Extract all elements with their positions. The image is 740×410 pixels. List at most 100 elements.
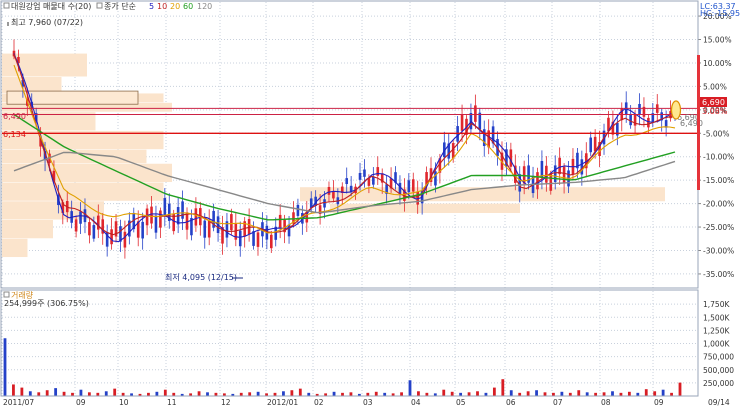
- volume-bar: [104, 391, 108, 396]
- candle-body: [159, 210, 162, 228]
- candle-body: [323, 199, 326, 208]
- candle-body: [642, 106, 646, 117]
- candle-body: [340, 186, 344, 193]
- volume-tick-label: 1,500K: [703, 313, 730, 322]
- candle-body: [562, 166, 566, 183]
- volume-profile-bar: [2, 149, 147, 164]
- volume-profile-bar: [2, 220, 53, 239]
- candle-body: [332, 191, 335, 199]
- volume-bar: [619, 392, 623, 396]
- candle-body: [278, 214, 282, 228]
- ma-20-label: 20: [170, 2, 180, 11]
- volume-bar: [341, 392, 344, 396]
- candle-body: [238, 230, 242, 247]
- volume-profile-peak: [6, 90, 139, 105]
- volume-bar: [594, 392, 598, 396]
- candle-body: [451, 143, 455, 159]
- volume-bar: [138, 393, 142, 396]
- volume-bar: [585, 392, 589, 396]
- volume-bar: [408, 380, 412, 396]
- candle-body: [434, 171, 437, 186]
- time-axis-label: 11: [167, 398, 177, 407]
- candle-body: [505, 149, 508, 167]
- volume-bar: [535, 390, 538, 396]
- price-legend: 대원강업 매물대 수(20) 종가 단순 5 10 20 60 120: [3, 1, 212, 11]
- time-axis-label: 06: [506, 398, 516, 407]
- volume-bar: [197, 391, 201, 396]
- time-axis-label: 10: [119, 398, 129, 407]
- right-inner-tag-2: 6,490: [680, 119, 703, 128]
- candle-body: [478, 112, 482, 130]
- candle-body: [163, 198, 167, 216]
- price-tick-label: -15.00%: [703, 176, 734, 185]
- volume-bar: [172, 392, 176, 396]
- candle-body: [367, 178, 371, 186]
- volume-bar: [518, 392, 522, 396]
- hc-label: HC:-15.95: [700, 9, 740, 18]
- candle-body: [584, 153, 588, 169]
- volume-bar: [214, 392, 218, 396]
- candle-body: [376, 167, 380, 176]
- candle-body: [123, 231, 127, 248]
- candle-body: [593, 136, 597, 152]
- price-tick-label: 5.00%: [703, 82, 727, 91]
- candle-body: [292, 212, 295, 224]
- lc-label: LC:63.37: [700, 2, 736, 11]
- candle-body: [509, 149, 513, 167]
- candle-body: [660, 112, 663, 121]
- volume-bar: [501, 379, 505, 396]
- volume-bar: [163, 389, 167, 396]
- candle-body: [39, 138, 42, 147]
- candle-body: [607, 117, 610, 132]
- volume-tick-label: 250,000: [703, 379, 734, 388]
- time-axis-label: 02: [314, 398, 324, 407]
- volume-bar: [282, 391, 285, 396]
- candle-body: [101, 219, 105, 234]
- volume-bar: [611, 391, 614, 396]
- volume-bar: [189, 393, 193, 396]
- time-axis-label: 09: [76, 398, 86, 407]
- volume-bar: [349, 392, 353, 396]
- candle-body: [491, 126, 495, 144]
- volume-bar: [130, 393, 133, 396]
- ma-60-line: [13, 113, 676, 221]
- volume-bar: [20, 387, 24, 396]
- time-axis-label: 05: [456, 398, 466, 407]
- candle-body: [181, 201, 184, 219]
- candle-body: [145, 208, 149, 226]
- candle-body: [385, 184, 388, 194]
- candle-body: [252, 231, 255, 246]
- time-axis-label: 09: [654, 398, 664, 407]
- candle-body: [549, 174, 553, 191]
- candle-body: [474, 105, 477, 122]
- price-tick-label: 0.00%: [703, 106, 727, 115]
- volume-bar: [37, 392, 41, 396]
- volume-bar: [670, 392, 673, 396]
- volume-bar: [425, 392, 429, 396]
- volume-bar: [492, 387, 496, 396]
- volume-profile-bar: [330, 203, 520, 213]
- time-axis-label: 07: [553, 398, 563, 407]
- candle-body: [296, 204, 300, 216]
- volume-profile-bar: [2, 201, 104, 220]
- candle-body: [207, 220, 211, 238]
- candle-body: [398, 182, 402, 194]
- volume-bar: [560, 391, 564, 396]
- volume-profile-bar: [2, 77, 62, 93]
- high-label: 최고 7,960 (07/22): [11, 17, 83, 27]
- candle-body: [425, 172, 428, 186]
- volume-bar: [231, 393, 235, 396]
- volume-bar: [568, 392, 572, 396]
- candle-body: [394, 172, 397, 183]
- volume-bar: [147, 392, 150, 396]
- candle-body: [105, 232, 109, 247]
- volume-bar: [54, 388, 58, 396]
- candle-body: [52, 170, 56, 181]
- candle-body: [536, 172, 539, 190]
- high-marker: 최고 7,960 (07/22): [7, 17, 83, 27]
- price-tick-label: -20.00%: [703, 200, 734, 209]
- candle-body: [270, 234, 273, 249]
- price-tick-label: 20.00%: [703, 12, 732, 21]
- current-pct-label: 3.08%: [702, 107, 728, 116]
